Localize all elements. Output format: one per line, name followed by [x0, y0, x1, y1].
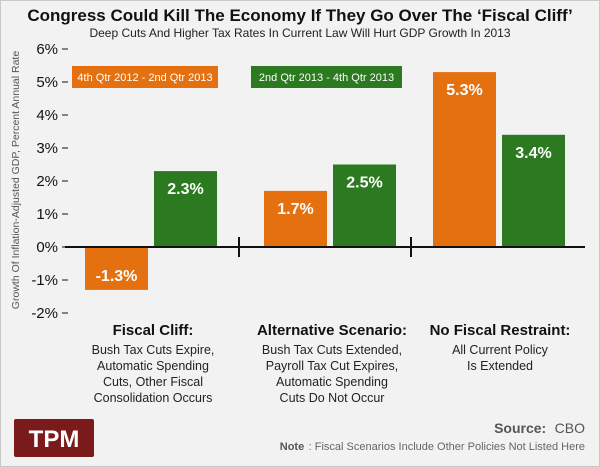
- bar-value-label: 2.3%: [167, 181, 203, 198]
- legend-label-series-2: 2nd Qtr 2013 - 4th Qtr 2013: [259, 72, 394, 84]
- bar-value-label: 3.4%: [515, 145, 551, 162]
- y-tick-label: 5%: [36, 74, 58, 91]
- category-description-line: Is Extended: [467, 359, 533, 373]
- y-tick-label: 1%: [36, 206, 58, 223]
- source-value: CBO: [555, 420, 585, 436]
- category-labels: Fiscal Cliff: Bush Tax Cuts Expire, Automa…: [92, 322, 571, 405]
- category-description-line: Cuts Do Not Occur: [280, 391, 385, 405]
- category-description-line: Automatic Spending: [276, 375, 388, 389]
- legend-swatch-series-2: [251, 66, 402, 88]
- legend-label-series-1: 4th Qtr 2012 - 2nd Qtr 2013: [77, 72, 212, 84]
- y-tick-label: 6%: [36, 41, 58, 58]
- source-label: Source:: [494, 420, 546, 436]
- bar-value-label: 2.5%: [346, 175, 382, 192]
- category-description-line: Bush Tax Cuts Extended,: [262, 343, 402, 357]
- y-tick-label: 0%: [36, 239, 58, 256]
- source-line: Source: CBO: [494, 420, 585, 437]
- y-tick-label: -2%: [31, 305, 58, 322]
- note-label: Note: [280, 441, 304, 453]
- category-description-line: Payroll Tax Cut Expires,: [266, 359, 398, 373]
- logo-text: TPM: [29, 426, 80, 453]
- bar-series-2-group-1: [154, 171, 217, 247]
- bars: [85, 72, 565, 290]
- chart-title: Congress Could Kill The Economy If They …: [27, 6, 572, 25]
- tpm-logo: TPM: [14, 419, 94, 457]
- bar-value-label: 1.7%: [277, 201, 313, 218]
- bar-series-2-group-2: [333, 164, 396, 247]
- category-description-line: Bush Tax Cuts Expire,: [92, 343, 215, 357]
- legend-swatch-series-1: [72, 66, 218, 88]
- y-axis-ticks: -2% -1% 0% 1% 2% 3% 4% 5% 6%: [31, 41, 68, 322]
- category-title: Alternative Scenario:: [257, 322, 407, 339]
- chart-subtitle: Deep Cuts And Higher Tax Rates In Curren…: [89, 26, 510, 40]
- group-separators: [238, 237, 412, 257]
- bar-series-1-group-3: [433, 72, 496, 247]
- note-line: Note : Fiscal Scenarios Include Other Po…: [280, 437, 585, 454]
- bar-labels: -1.3% 1.7% 5.3% 2.3% 2.5% 3.4%: [96, 82, 552, 285]
- category-description-line: Cuts, Other Fiscal: [103, 375, 203, 389]
- y-tick-label: 4%: [36, 107, 58, 124]
- category-description-line: Automatic Spending: [97, 359, 209, 373]
- bar-series-1-group-1: [85, 247, 148, 290]
- legend: 4th Qtr 2012 - 2nd Qtr 2013 2nd Qtr 2013…: [72, 66, 402, 88]
- category-description-line: All Current Policy: [452, 343, 549, 357]
- bar-series-1-group-2: [264, 190, 327, 247]
- y-tick-label: 2%: [36, 173, 58, 190]
- category-description-line: Consolidation Occurs: [94, 391, 213, 405]
- category-title: No Fiscal Restraint:: [430, 322, 571, 339]
- bar-value-label: -1.3%: [96, 268, 138, 285]
- bar-series-2-group-3: [502, 134, 565, 247]
- y-tick-label: -1%: [31, 272, 58, 289]
- category-title: Fiscal Cliff:: [113, 322, 194, 339]
- note-text: : Fiscal Scenarios Include Other Policie…: [309, 441, 585, 453]
- y-axis-label: Growth Of Inflation-Adjusted GDP, Percen…: [10, 51, 22, 310]
- y-tick-label: 3%: [36, 140, 58, 157]
- bar-value-label: 5.3%: [446, 82, 482, 99]
